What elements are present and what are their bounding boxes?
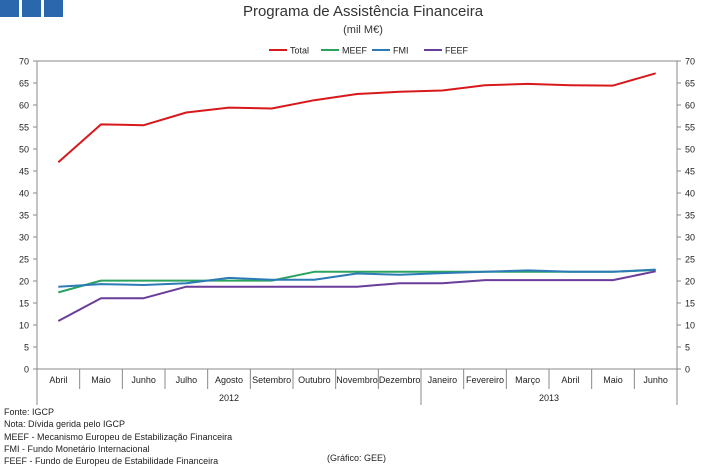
y-tick-label-left: 15 bbox=[19, 299, 29, 309]
y-tick-label-right: 70 bbox=[685, 57, 695, 67]
y-tick-label-right: 45 bbox=[685, 167, 695, 177]
year-label: 2013 bbox=[539, 393, 559, 403]
x-tick-label: Abril bbox=[49, 375, 67, 385]
y-tick-label-right: 60 bbox=[685, 101, 695, 111]
legend-label-total: Total bbox=[290, 46, 309, 56]
y-tick-label-right: 0 bbox=[685, 365, 690, 375]
x-tick-label: Fevereiro bbox=[466, 375, 504, 385]
y-tick-label-right: 10 bbox=[685, 321, 695, 331]
y-tick-label-right: 50 bbox=[685, 145, 695, 155]
x-tick-label: Junho bbox=[131, 375, 156, 385]
year-label: 2012 bbox=[219, 393, 239, 403]
y-tick-label-right: 65 bbox=[685, 79, 695, 89]
y-tick-label-left: 25 bbox=[19, 255, 29, 265]
chart-credit: (Gráfico: GEE) bbox=[327, 453, 387, 463]
y-tick-label-left: 60 bbox=[19, 101, 29, 111]
y-tick-label-right: 35 bbox=[685, 211, 695, 221]
x-tick-label: Maio bbox=[91, 375, 111, 385]
y-tick-label-left: 70 bbox=[19, 57, 29, 67]
y-tick-label-right: 40 bbox=[685, 189, 695, 199]
logo-square bbox=[0, 0, 19, 17]
legend-label-fmi: FMI bbox=[393, 46, 409, 56]
legend-label-meef: MEEF bbox=[342, 46, 368, 56]
footer-feef-definition: FEEF - Fundo de Europeu de Estabilidade … bbox=[4, 456, 219, 467]
y-tick-label-left: 55 bbox=[19, 123, 29, 133]
x-tick-label: Agosto bbox=[215, 375, 243, 385]
y-tick-label-left: 30 bbox=[19, 233, 29, 243]
x-tick-label: Dezembro bbox=[379, 375, 421, 385]
chart-subtitle: (mil M€) bbox=[343, 24, 383, 36]
x-tick-label: Maio bbox=[603, 375, 623, 385]
x-tick-label: Março bbox=[515, 375, 540, 385]
y-tick-label-left: 45 bbox=[19, 167, 29, 177]
y-tick-label-right: 20 bbox=[685, 277, 695, 287]
y-tick-label-left: 35 bbox=[19, 211, 29, 221]
y-tick-label-right: 30 bbox=[685, 233, 695, 243]
x-tick-label: Junho bbox=[643, 375, 668, 385]
legend-label-feef: FEEF bbox=[445, 46, 469, 56]
footer-notes: Fonte: IGCP Nota: Dívida gerida pelo IGC… bbox=[4, 406, 232, 467]
x-tick-label: Novembro bbox=[336, 375, 378, 385]
y-tick-label-right: 15 bbox=[685, 299, 695, 309]
y-tick-label-left: 65 bbox=[19, 79, 29, 89]
y-tick-label-left: 20 bbox=[19, 277, 29, 287]
footer-fmi-definition: FMI - Fundo Monetário Internacional bbox=[4, 443, 150, 454]
chart-title: Programa de Assistência Financeira bbox=[242, 3, 484, 20]
x-tick-label: Julho bbox=[176, 375, 198, 385]
y-tick-label-right: 25 bbox=[685, 255, 695, 265]
x-tick-label: Janeiro bbox=[428, 375, 458, 385]
footer-meef-definition: MEEF - Mecanismo Europeu de Estabilizaçã… bbox=[4, 431, 233, 442]
y-tick-label-right: 5 bbox=[685, 343, 690, 353]
logo-square bbox=[44, 0, 63, 17]
plot-area bbox=[36, 60, 678, 370]
y-tick-label-left: 50 bbox=[19, 145, 29, 155]
y-tick-label-left: 5 bbox=[24, 343, 29, 353]
x-tick-label: Abril bbox=[561, 375, 579, 385]
y-tick-label-left: 0 bbox=[24, 365, 29, 375]
footer-source: Fonte: IGCP bbox=[4, 407, 55, 417]
footer-note: Nota: Dívida gerida pelo IGCP bbox=[4, 419, 126, 430]
x-tick-label: Outubro bbox=[298, 375, 331, 385]
series-line-fmi bbox=[58, 268, 656, 288]
series-line-total bbox=[57, 72, 656, 163]
y-tick-label-left: 10 bbox=[19, 321, 29, 331]
logo-square bbox=[22, 0, 41, 17]
x-tick-label: Setembro bbox=[252, 375, 291, 385]
series-line-feef bbox=[57, 270, 656, 322]
y-tick-label-right: 55 bbox=[685, 123, 695, 133]
y-tick-label-left: 40 bbox=[19, 189, 29, 199]
logo bbox=[0, 0, 63, 17]
